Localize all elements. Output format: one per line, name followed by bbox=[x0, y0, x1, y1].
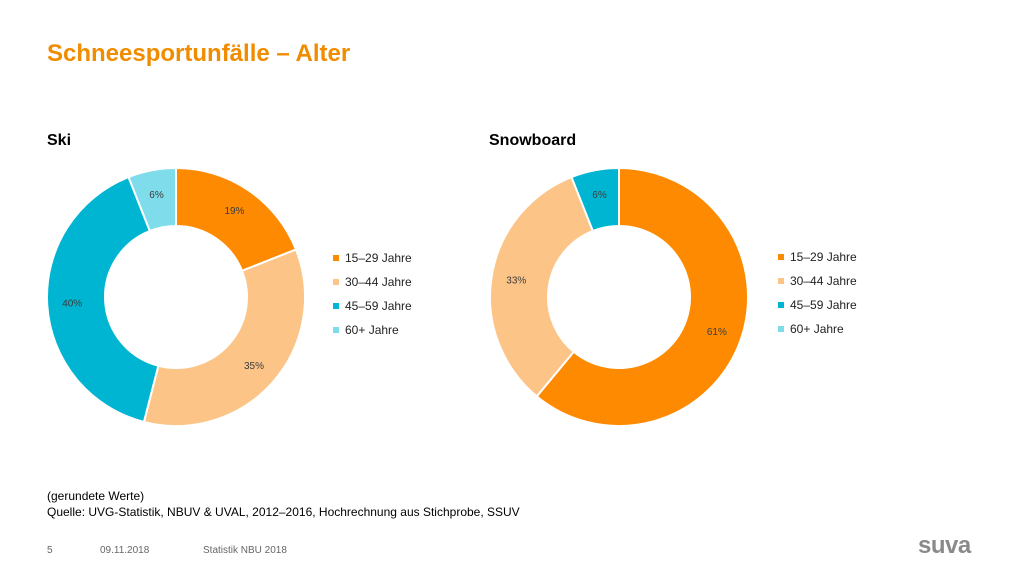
rounding-note: (gerundete Werte) bbox=[47, 489, 145, 503]
legend-item-60-plus: 60+ Jahre bbox=[778, 317, 857, 341]
slide-number: 5 bbox=[47, 545, 53, 556]
donut-slice-2 bbox=[489, 175, 595, 398]
legend-swatch bbox=[333, 303, 339, 309]
legend-label: 15–29 Jahre bbox=[345, 251, 412, 265]
footer-date: 09.11.2018 bbox=[100, 545, 150, 556]
source-text: Quelle: UVG-Statistik, NBUV & UVAL, 2012… bbox=[47, 505, 520, 519]
ski-donut-chart: 19% 35% 40% 6% bbox=[46, 166, 306, 427]
slice-value-label: 6% bbox=[149, 190, 164, 201]
donut-slice-2 bbox=[142, 248, 306, 427]
legend-item-30-44: 30–44 Jahre bbox=[778, 269, 857, 293]
legend-label: 30–44 Jahre bbox=[790, 274, 857, 288]
donut-slice-1 bbox=[535, 166, 749, 427]
ski-chart-title: Ski bbox=[47, 132, 72, 149]
snowboard-donut-chart: 61% 33% 6% bbox=[489, 166, 749, 427]
ski-legend: 15–29 Jahre 30–44 Jahre 45–59 Jahre 60+ … bbox=[333, 246, 412, 342]
legend-swatch bbox=[778, 278, 784, 284]
legend-label: 45–59 Jahre bbox=[790, 298, 857, 312]
donut-slice-4 bbox=[127, 166, 177, 233]
legend-swatch bbox=[333, 279, 339, 285]
slice-value-label: 33% bbox=[506, 276, 526, 287]
legend-item-15-29: 15–29 Jahre bbox=[333, 246, 412, 270]
legend-label: 30–44 Jahre bbox=[345, 275, 412, 289]
suva-logo: suva bbox=[918, 532, 971, 559]
source-note: (gerundete Werte) Quelle: UVG-Statistik,… bbox=[47, 488, 520, 520]
legend-item-15-29: 15–29 Jahre bbox=[778, 245, 857, 269]
legend-swatch bbox=[778, 302, 784, 308]
legend-item-45-59: 45–59 Jahre bbox=[778, 293, 857, 317]
donut-slice-3 bbox=[570, 166, 620, 233]
footer-label: Statistik NBU 2018 bbox=[203, 545, 287, 556]
legend-label: 45–59 Jahre bbox=[345, 299, 412, 313]
slice-value-label: 40% bbox=[62, 299, 82, 310]
slice-value-label: 6% bbox=[592, 190, 607, 201]
snowboard-chart-title: Snowboard bbox=[489, 132, 577, 149]
legend-swatch bbox=[778, 326, 784, 332]
legend-item-45-59: 45–59 Jahre bbox=[333, 294, 412, 318]
legend-label: 60+ Jahre bbox=[790, 322, 844, 336]
slice-value-label: 35% bbox=[244, 361, 264, 372]
snowboard-legend: 15–29 Jahre 30–44 Jahre 45–59 Jahre 60+ … bbox=[778, 245, 857, 341]
legend-swatch bbox=[333, 327, 339, 333]
legend-swatch bbox=[778, 254, 784, 260]
donut-slice-1 bbox=[175, 166, 298, 273]
donut-slice-3 bbox=[46, 175, 160, 424]
legend-swatch bbox=[333, 255, 339, 261]
slice-value-label: 61% bbox=[707, 327, 727, 338]
legend-label: 15–29 Jahre bbox=[790, 250, 857, 264]
legend-label: 60+ Jahre bbox=[345, 323, 399, 337]
legend-item-60-plus: 60+ Jahre bbox=[333, 318, 412, 342]
slice-value-label: 19% bbox=[224, 206, 244, 217]
page-title: Schneesportunfälle – Alter bbox=[47, 40, 351, 67]
legend-item-30-44: 30–44 Jahre bbox=[333, 270, 412, 294]
